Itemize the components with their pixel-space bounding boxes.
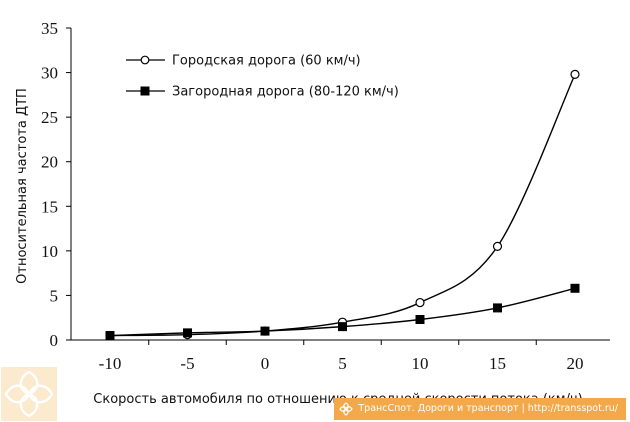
data-point-rural xyxy=(183,328,192,338)
x-tick-label: 5 xyxy=(338,354,347,373)
transspot-logo-icon xyxy=(339,402,354,416)
x-tick-label: 0 xyxy=(261,354,270,373)
data-point-city xyxy=(415,297,425,308)
watermark-banner: ТрансСпот. Дороги и транспорт | http://t… xyxy=(334,398,626,420)
data-point-rural xyxy=(415,314,425,324)
y-tick-label: 15 xyxy=(41,197,58,216)
series-line-0 xyxy=(109,74,576,337)
y-tick-label: 10 xyxy=(41,242,58,261)
watermark-text: ТрансСпот. Дороги и транспорт | http://t… xyxy=(358,403,618,414)
data-point-rural xyxy=(338,322,347,332)
data-point-city xyxy=(570,69,580,79)
legend-marker-city xyxy=(140,55,150,65)
data-point-rural xyxy=(105,331,115,341)
legend-marker-rural xyxy=(140,86,150,96)
x-tick-label: -5 xyxy=(180,354,194,373)
y-tick-label: 20 xyxy=(41,153,58,172)
y-tick-label: 30 xyxy=(41,64,58,83)
y-tick-label: 25 xyxy=(41,108,58,127)
y-tick-label: 35 xyxy=(41,19,58,38)
x-tick-label: 10 xyxy=(412,354,429,373)
legend-label-city: Городская дорога (60 км/ч) xyxy=(172,54,361,69)
x-tick-label: 20 xyxy=(567,354,584,373)
x-tick-label: -10 xyxy=(99,354,122,373)
y-axis-title: Относительная частота ДТП xyxy=(15,88,30,284)
corner-logo-icon xyxy=(1,367,57,421)
data-point-city xyxy=(492,241,503,251)
legend: Городская дорога (60 км/ч) Загородная до… xyxy=(126,54,399,100)
data-point-rural xyxy=(493,303,502,313)
legend-label-rural: Загородная дорога (80-120 км/ч) xyxy=(172,85,399,100)
y-tick-label: 5 xyxy=(50,286,59,305)
x-tick-label: 15 xyxy=(489,354,506,373)
y-tick-label: 0 xyxy=(50,331,59,350)
data-point-rural xyxy=(260,326,270,336)
data-point-rural xyxy=(570,283,580,293)
